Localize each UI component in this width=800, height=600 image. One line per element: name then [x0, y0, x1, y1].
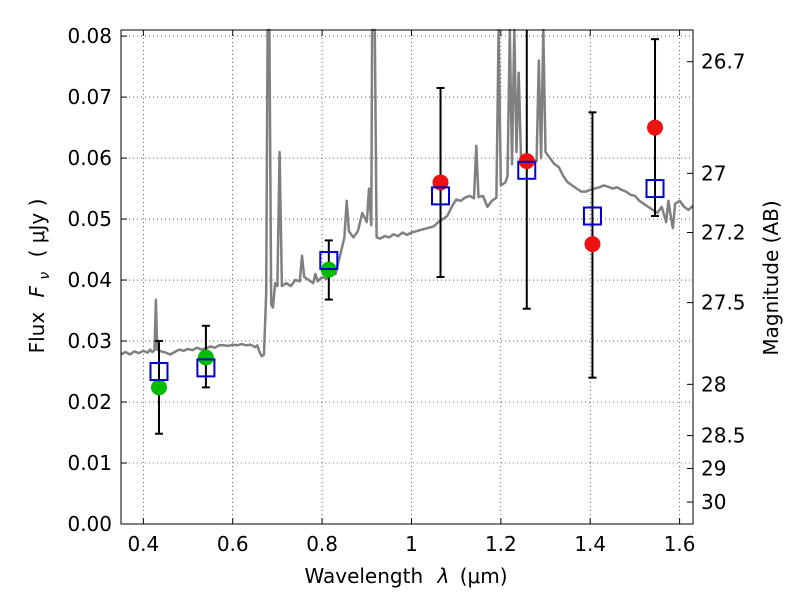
model-point	[319, 251, 339, 271]
y-tick-label: 0.00	[67, 512, 112, 536]
y2-tick-label: 28.5	[701, 424, 746, 448]
observed-optical-point	[150, 379, 167, 396]
y2-tick-label: 27.2	[701, 220, 746, 244]
observed-nir-point	[647, 119, 664, 136]
y-tick-label: 0.03	[67, 329, 112, 353]
y2-tick-label: 30	[701, 490, 726, 514]
y-axis: 0.00 0.01 0.02 0.03 0.04 0.05 0.06 0.07 0.08	[67, 24, 127, 536]
model-point	[517, 160, 537, 180]
y2-tick-label: 27	[701, 161, 726, 185]
grid	[121, 30, 693, 525]
y2-tick-label: 27.5	[701, 291, 746, 315]
model-point	[196, 358, 216, 378]
model-point	[582, 206, 602, 226]
y2-axis: 26.7 27 27.2 27.5 28 28.5 29 30	[687, 50, 746, 514]
spectrum-line	[120, 28, 694, 358]
model-point	[645, 179, 665, 199]
y-tick-label: 0.02	[67, 390, 112, 414]
x-tick-label: 1	[405, 532, 418, 556]
y2-tick-label: 28	[701, 372, 726, 396]
model-point	[431, 186, 451, 206]
x-tick-label: 0.6	[217, 532, 249, 556]
x-tick-label: 1.4	[574, 532, 606, 556]
y2-axis-label: Magnitude (AB)	[759, 200, 783, 355]
y-tick-label: 0.05	[67, 207, 112, 231]
y-tick-label: 0.01	[67, 451, 112, 475]
x-axis: 0.4 0.6 0.8 1 1.2 1.4 1.6	[127, 30, 696, 556]
y2-tick-label: 26.7	[701, 50, 746, 74]
y-tick-label: 0.04	[67, 268, 112, 292]
y-axis-label: Flux F ν ( μJy )	[25, 199, 54, 354]
error-bars	[154, 30, 660, 435]
observed-points	[150, 119, 664, 396]
x-tick-label: 0.4	[127, 532, 159, 556]
spectrum	[120, 28, 694, 358]
model-points	[149, 160, 665, 382]
x-tick-label: 1.2	[485, 532, 517, 556]
model-point	[149, 362, 169, 382]
x-axis-label: Wavelength λ (μm)	[304, 564, 507, 588]
plot-frame	[120, 29, 694, 525]
x-tick-label: 0.8	[306, 532, 338, 556]
observed-nir-point	[584, 236, 601, 253]
y2-tick-label: 29	[701, 457, 726, 481]
y-tick-label: 0.08	[67, 24, 112, 48]
observed-optical-point	[197, 349, 214, 366]
x-tick-label: 1.6	[664, 532, 696, 556]
y-tick-label: 0.06	[67, 146, 112, 170]
y-tick-label: 0.07	[67, 85, 112, 109]
